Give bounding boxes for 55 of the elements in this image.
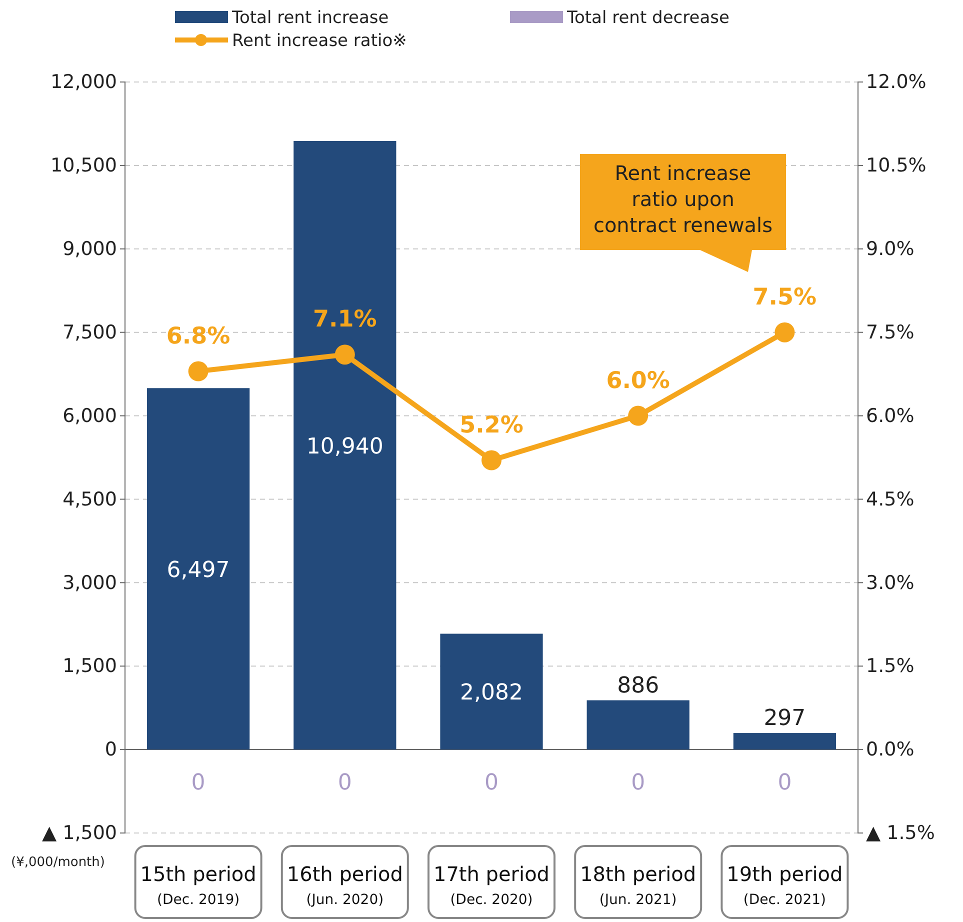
bar: [294, 140, 396, 750]
point: [482, 450, 502, 470]
data-label: 297: [764, 706, 806, 732]
data-label: 0: [484, 770, 498, 796]
y2-tick-label: 9.0%: [866, 238, 914, 260]
data-label: 0: [631, 770, 646, 796]
y2-tick-label: 4.5%: [866, 488, 914, 510]
y2-tick-label: 10.5%: [866, 154, 926, 177]
y2-tick-label: 7.5%: [866, 321, 914, 344]
x-tick-label: 18th period (Jun. 2021): [580, 862, 696, 908]
data-label: 0: [338, 770, 352, 796]
y-tick-label: 12,000: [50, 71, 117, 94]
data-label: 6.8%: [166, 323, 230, 350]
y-tick-label: 1,500: [62, 655, 117, 678]
legend-label: Rent increase ratio※: [232, 31, 407, 51]
bar: [586, 700, 690, 750]
point: [188, 361, 208, 382]
point: [628, 406, 648, 426]
y-tick-label: 3,000: [62, 572, 117, 594]
bar: [146, 388, 250, 750]
y-tick-label: 10,500: [50, 154, 117, 177]
data-label: 7.5%: [752, 284, 817, 310]
point: [334, 344, 355, 365]
point: [774, 322, 795, 342]
y-tick-label: 6,000: [62, 404, 117, 427]
data-label: 0: [191, 770, 206, 796]
y2-tick-label: ▲ 1.5%: [866, 822, 935, 844]
y2-tick-label: 12.0%: [866, 71, 926, 94]
y-tick-label: 0: [104, 738, 117, 761]
data-label: 6,497: [166, 558, 230, 583]
annotation: Rent increase ratio upon contract renewals: [593, 161, 773, 237]
data-label: 6.0%: [606, 368, 670, 394]
x-tick-label: 19th period (Dec. 2021): [726, 862, 843, 908]
x-tick-label: 17th period (Dec. 2020): [433, 862, 550, 908]
legend-label: Total rent decrease: [566, 8, 730, 28]
data-label: 2,082: [460, 680, 523, 706]
y2-tick-label: 6.0%: [866, 404, 914, 427]
data-label: 7.1%: [313, 306, 377, 333]
bar: [440, 634, 543, 750]
bar: [733, 733, 836, 750]
legend-label: Total rent increase: [231, 8, 389, 28]
y-tick-label: 9,000: [62, 238, 117, 260]
data-label: 5.2%: [460, 412, 524, 438]
y-tick-label: ▲ 1,500: [42, 822, 117, 844]
data-label: 10,940: [306, 434, 384, 460]
y2-tick-label: 0.0%: [866, 738, 914, 761]
data-label: 886: [617, 673, 660, 698]
y2-tick-label: 1.5%: [866, 655, 914, 678]
text: (¥,000/month): [11, 855, 105, 870]
y-tick-label: 4,500: [62, 488, 117, 510]
x-tick-label: 16th period (Jun. 2020): [286, 862, 403, 908]
x-tick-label: 15th period (Dec. 2019): [140, 862, 256, 908]
y-tick-label: 7,500: [62, 321, 117, 344]
y2-tick-label: 3.0%: [866, 572, 914, 594]
data-label: 0: [778, 770, 792, 796]
